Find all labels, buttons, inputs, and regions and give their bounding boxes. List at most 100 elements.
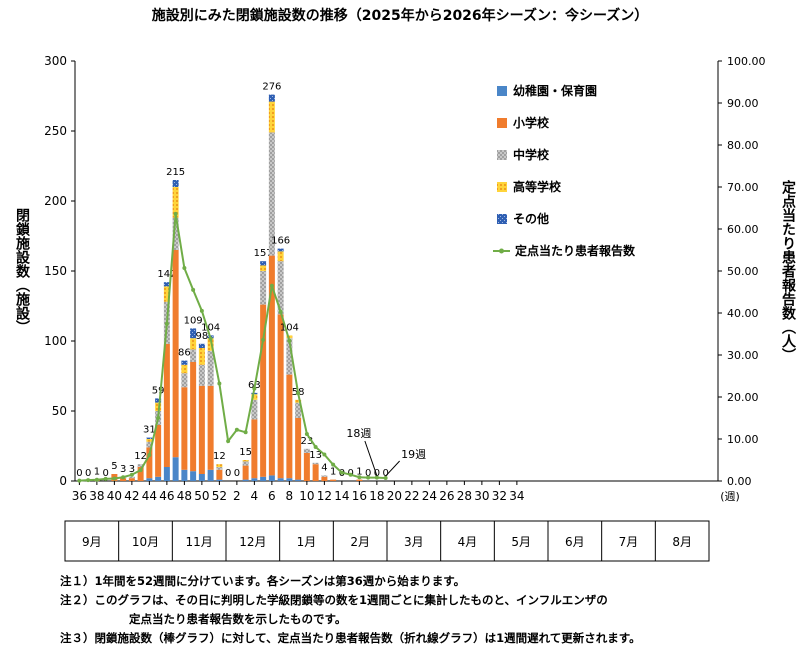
x-tick-label: 16 [352,489,367,503]
bar-total-label: 0 [374,468,380,479]
month-label: 12月 [239,535,266,549]
month-label: 3月 [404,535,424,549]
bar-total-label: 3 [120,464,126,475]
bar-segment-4 [155,398,162,403]
note-2-text: このグラフは、その日に判明した学級閉鎖等の数を1週間ごとに集計したものと、インフ… [94,593,608,607]
legend-swatch [497,118,507,128]
x-tick-label: 18 [369,489,384,503]
x-tick-label: 52 [212,489,227,503]
bar-total-label: 0 [225,468,231,479]
line-point [296,391,301,396]
bar-segment-1 [242,465,249,480]
bar-segment-1 [181,387,188,470]
bar-total-label: 86 [178,348,191,359]
bar-total-label: 0 [365,468,371,479]
y-tick-label-right: 100.00 [727,55,766,68]
bar-segment-3 [251,394,258,400]
x-tick-label: 20 [387,489,402,503]
legend-swatch [497,214,507,224]
bar-total-label: 215 [166,167,185,178]
y-tick-label-right: 30.00 [727,349,759,362]
line-point [138,468,143,473]
x-tick-label: 42 [124,489,139,503]
annotation-label: 19週 [401,448,426,461]
note-2: 注２） このグラフは、その日に判明した学級閉鎖等の数を1週間ごとに集計したものと… [60,591,790,610]
y-tick-label-right: 70.00 [727,181,759,194]
bar-segment-1 [137,467,144,481]
bar-segment-2 [251,399,258,420]
note-2-label: 注２） [60,593,95,607]
bar-segment-3 [198,348,205,365]
bar-segment-0 [190,471,197,481]
month-label: 11月 [186,535,213,549]
x-tick-label: 32 [492,489,507,503]
y-tick-label-right: 40.00 [727,307,759,320]
bar-segment-3 [242,460,249,462]
bar-segment-0 [181,469,188,481]
x-tick-label: 48 [177,489,192,503]
bar-segment-2 [260,271,267,305]
bar-total-label: 276 [262,82,281,93]
bar-segment-1 [268,255,275,476]
bar-total-label: 3 [129,464,135,475]
x-tick-label: 6 [268,489,276,503]
bar-total-label: 31 [143,425,156,436]
line-point [234,427,239,432]
y-tick-label-left: 0 [59,474,67,488]
month-label: 1月 [297,535,317,549]
bar-segment-1 [198,385,205,474]
x-tick-label: 38 [89,489,104,503]
chart: 施設別にみた閉鎖施設数の推移（2025年から2026年シーズン：今シーズン） 0… [14,7,797,562]
bar-total-label: 4 [321,462,327,473]
bar-segment-0 [260,476,267,481]
line-point [199,308,204,313]
line-point [156,416,161,420]
month-label: 10月 [132,535,159,549]
x-tick-label: 2 [233,489,241,503]
bar-segment-3 [295,399,302,403]
legend-label: 幼稚園・保育園 [513,83,597,98]
line-point [383,476,388,481]
bar-segment-1 [277,314,284,479]
bar-total-label: 15 [239,447,252,458]
line-point [366,475,371,480]
bar-total-label: 0 [76,468,82,479]
bar-segment-0 [146,478,153,481]
bar-segment-4 [268,94,275,102]
x-tick-label: 24 [422,489,437,503]
bar-segment-1 [216,469,223,480]
bar-total-label: 157 [254,248,273,259]
legend-swatch [497,150,507,160]
line-point [331,462,336,467]
bar-segment-3 [181,364,188,374]
bar-total-label: 166 [271,236,290,247]
y-tick-label-right: 90.00 [727,97,759,110]
bar-segment-0 [295,479,302,481]
bar-total-label: 0 [85,468,91,479]
bar-segment-1 [295,418,302,480]
month-label: 2月 [350,535,370,549]
line-point [374,475,379,480]
bar-total-label: 109 [184,315,203,326]
bar-segment-1 [251,419,258,479]
x-tick-label: 40 [107,489,122,503]
line-point [313,444,318,449]
line-point [103,476,108,481]
bar-total-label: 104 [201,322,220,333]
bar-segment-3 [277,251,284,262]
bar-segment-4 [277,248,284,252]
bar-segment-3 [286,335,293,339]
bar-segment-1 [303,453,310,481]
legend-label: 中学校 [513,147,550,162]
x-tick-label: 44 [142,489,157,503]
bar-segment-1 [356,479,363,481]
annotation-pointer [385,460,400,477]
line-point [217,381,222,386]
month-label: 5月 [511,535,531,549]
bar-total-label: 1 [330,467,336,478]
y-tick-label-left: 150 [44,264,67,278]
legend-label: その他 [513,211,549,226]
bar-segment-2 [277,261,284,315]
x-tick-label: 12 [317,489,332,503]
bar-segment-2 [181,373,188,388]
